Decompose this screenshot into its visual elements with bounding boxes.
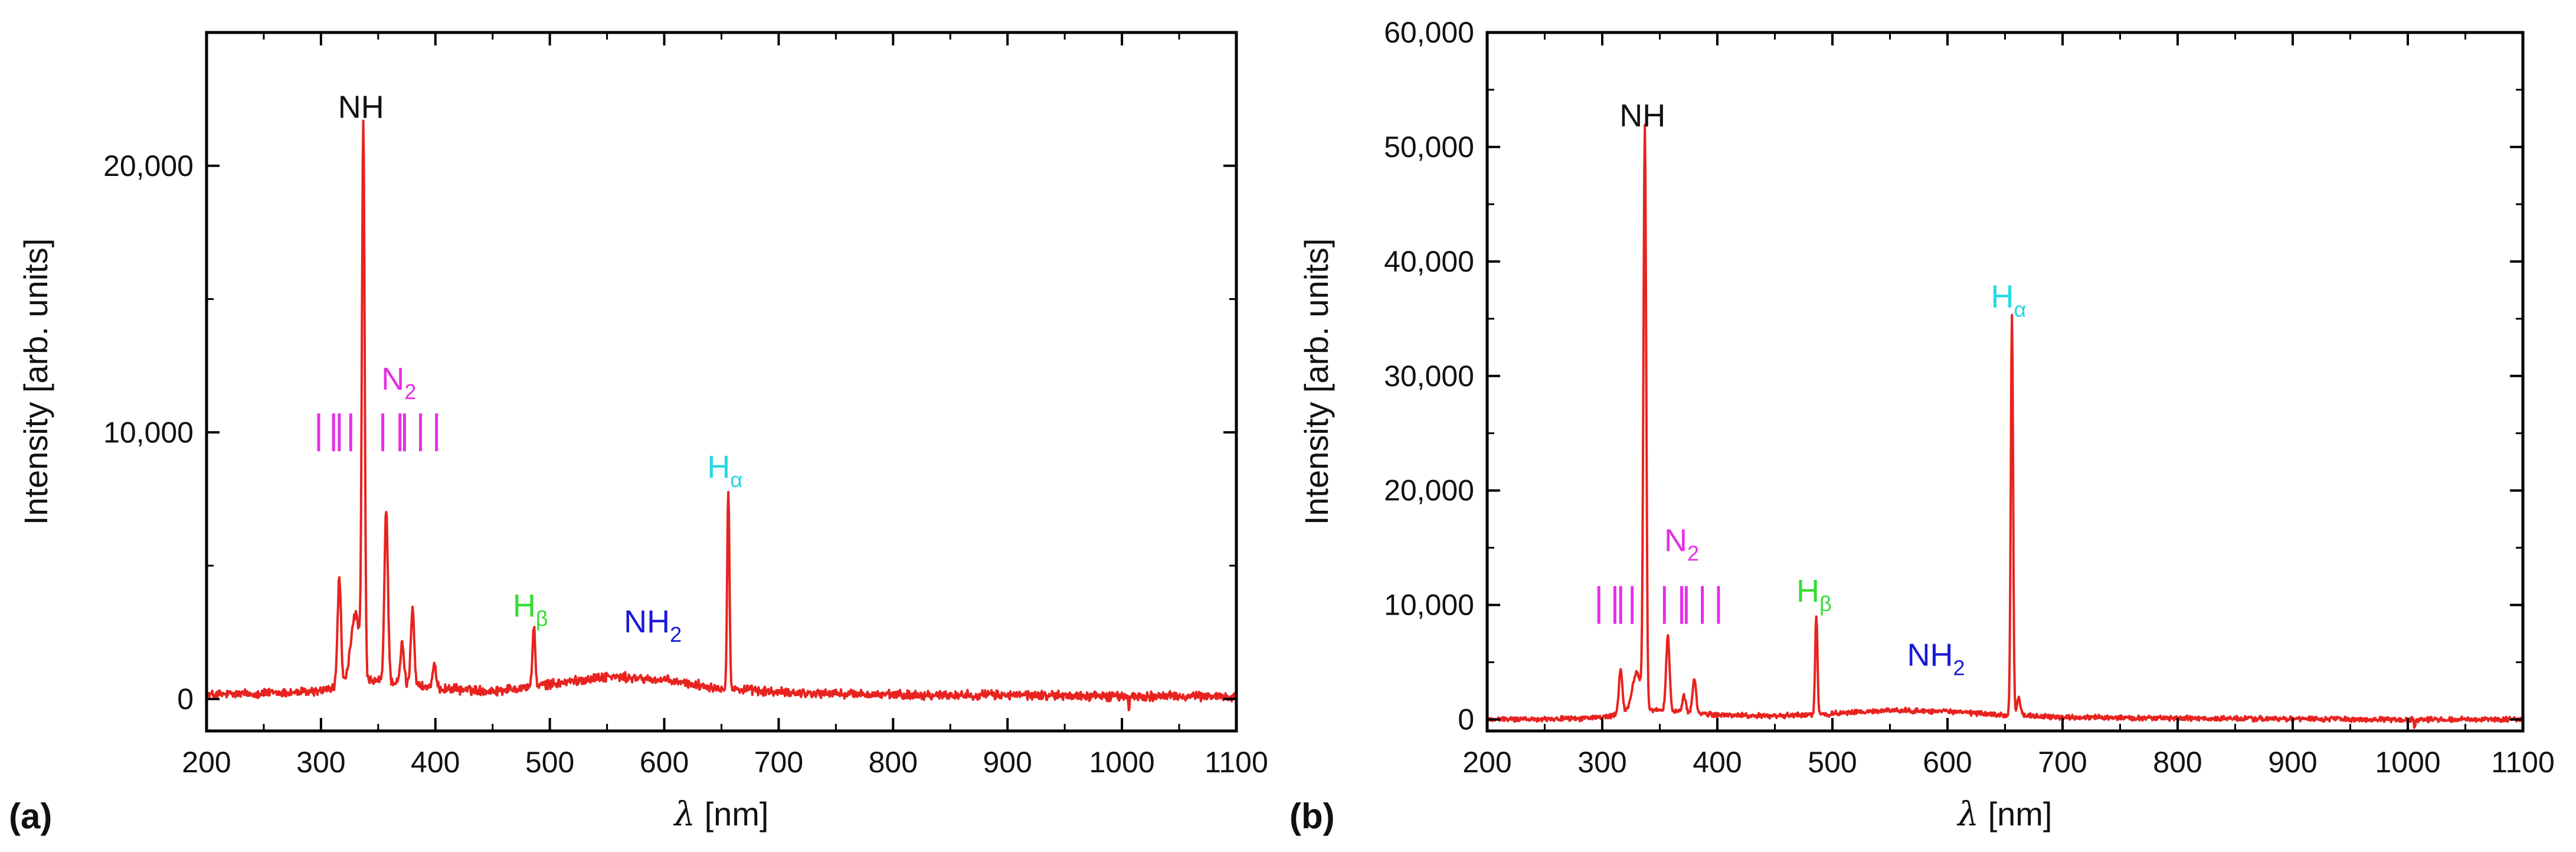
annotation-hb: Hβ [1796, 573, 1832, 616]
panel-label: (b) [1289, 796, 1335, 836]
annotation-nh-main: NH [1619, 98, 1665, 133]
x-tick-label: 700 [2038, 746, 2087, 779]
annotation-nh2: NH2 [1907, 637, 1965, 680]
annotation-hb-main: H [1796, 573, 1819, 609]
y-axis-title: Intensity [arb. units] [1298, 239, 1335, 525]
y-tick-label: 10,000 [1384, 589, 1474, 622]
spectrum-line [205, 119, 1238, 711]
annotation-nh: NH [338, 89, 384, 125]
spectrum-line [1486, 123, 2524, 729]
y-axis-title: Intensity [arb. units] [17, 239, 54, 525]
x-tick-label: 200 [1462, 746, 1511, 779]
annotation-nh2-main: NH [1907, 637, 1953, 673]
annotation-ha-main: H [707, 449, 730, 485]
x-axis-symbol: λ [1957, 795, 1979, 834]
x-axis-symbol: λ [673, 795, 696, 834]
x-tick-label: 500 [525, 746, 574, 779]
panel-a: 200 300 400 500 600 700 800 900 1000 1100 0 10,000 2… [9, 31, 1268, 836]
annotation-nh2-main: NH [624, 604, 670, 639]
y-tick-label: 50,000 [1384, 130, 1474, 164]
y-tick-label: 0 [177, 683, 194, 716]
x-tick-label: 700 [754, 746, 803, 779]
annotation-nh: NH [1619, 98, 1665, 133]
x-tick-label: 600 [1923, 746, 1972, 779]
x-tick-label: 900 [983, 746, 1032, 779]
x-tick-label: 1100 [2491, 746, 2555, 779]
annotation-n2-main: N [1664, 523, 1687, 559]
annotation-nh-main: NH [338, 89, 384, 125]
x-tick-label: 300 [1577, 746, 1626, 779]
annotation-nh2: NH2 [624, 604, 682, 647]
annotation-n2: N2 [381, 361, 416, 404]
annotation-ha-sub: α [2014, 297, 2026, 321]
x-tick-label: 500 [1808, 746, 1857, 779]
annotation-nh2-sub: 2 [1953, 655, 1965, 680]
y-tick-label: 20,000 [103, 149, 194, 182]
y-tick-label: 0 [1458, 703, 1474, 736]
x-tick-label: 1000 [1089, 746, 1154, 779]
annotation-hb: Hβ [513, 588, 548, 631]
x-tick-label: 800 [2153, 746, 2202, 779]
n2-band-markers [1597, 586, 1720, 624]
annotation-nh2-sub: 2 [670, 622, 682, 647]
x-tick-label: 200 [182, 746, 231, 779]
y-tick-label: 40,000 [1384, 245, 1474, 278]
annotation-n2-sub: 2 [1687, 541, 1699, 566]
n2-band-markers [317, 413, 438, 452]
x-tick-label: 400 [1693, 746, 1742, 779]
x-tick-label: 300 [296, 746, 345, 779]
x-tick-label: 900 [2268, 746, 2317, 779]
annotation-n2: N2 [1664, 523, 1699, 566]
annotation-ha-main: H [1991, 279, 2014, 314]
x-tick-label: 800 [869, 746, 918, 779]
annotation-hb-sub: β [1819, 592, 1832, 616]
annotation-n2-main: N [381, 361, 404, 397]
x-tick-label: 1000 [2375, 746, 2440, 779]
y-tick-label: 30,000 [1384, 360, 1474, 393]
x-axis-unit: [nm] [695, 795, 768, 833]
panel-b: 200 300 400 500 600 700 800 900 1000 1100 0 10,000 2… [1289, 16, 2555, 836]
annotation-ha: Hα [707, 449, 742, 492]
y-tick-label: 60,000 [1384, 16, 1474, 49]
annotation-ha: Hα [1991, 279, 2026, 321]
x-axis-unit: [nm] [1979, 795, 2052, 833]
x-axis-title: λ [nm] [1957, 795, 2053, 834]
annotation-ha-sub: α [730, 468, 742, 492]
annotation-n2-sub: 2 [404, 380, 416, 404]
x-tick-label: 400 [411, 746, 460, 779]
x-tick-label: 1100 [1204, 746, 1268, 779]
panel-label: (a) [9, 796, 52, 836]
x-axis-title: λ [nm] [673, 795, 769, 834]
x-tick-label: 600 [640, 746, 689, 779]
annotation-hb-main: H [513, 588, 536, 624]
y-tick-label: 10,000 [103, 416, 194, 449]
y-tick-label: 20,000 [1384, 474, 1474, 507]
annotation-hb-sub: β [536, 606, 548, 631]
